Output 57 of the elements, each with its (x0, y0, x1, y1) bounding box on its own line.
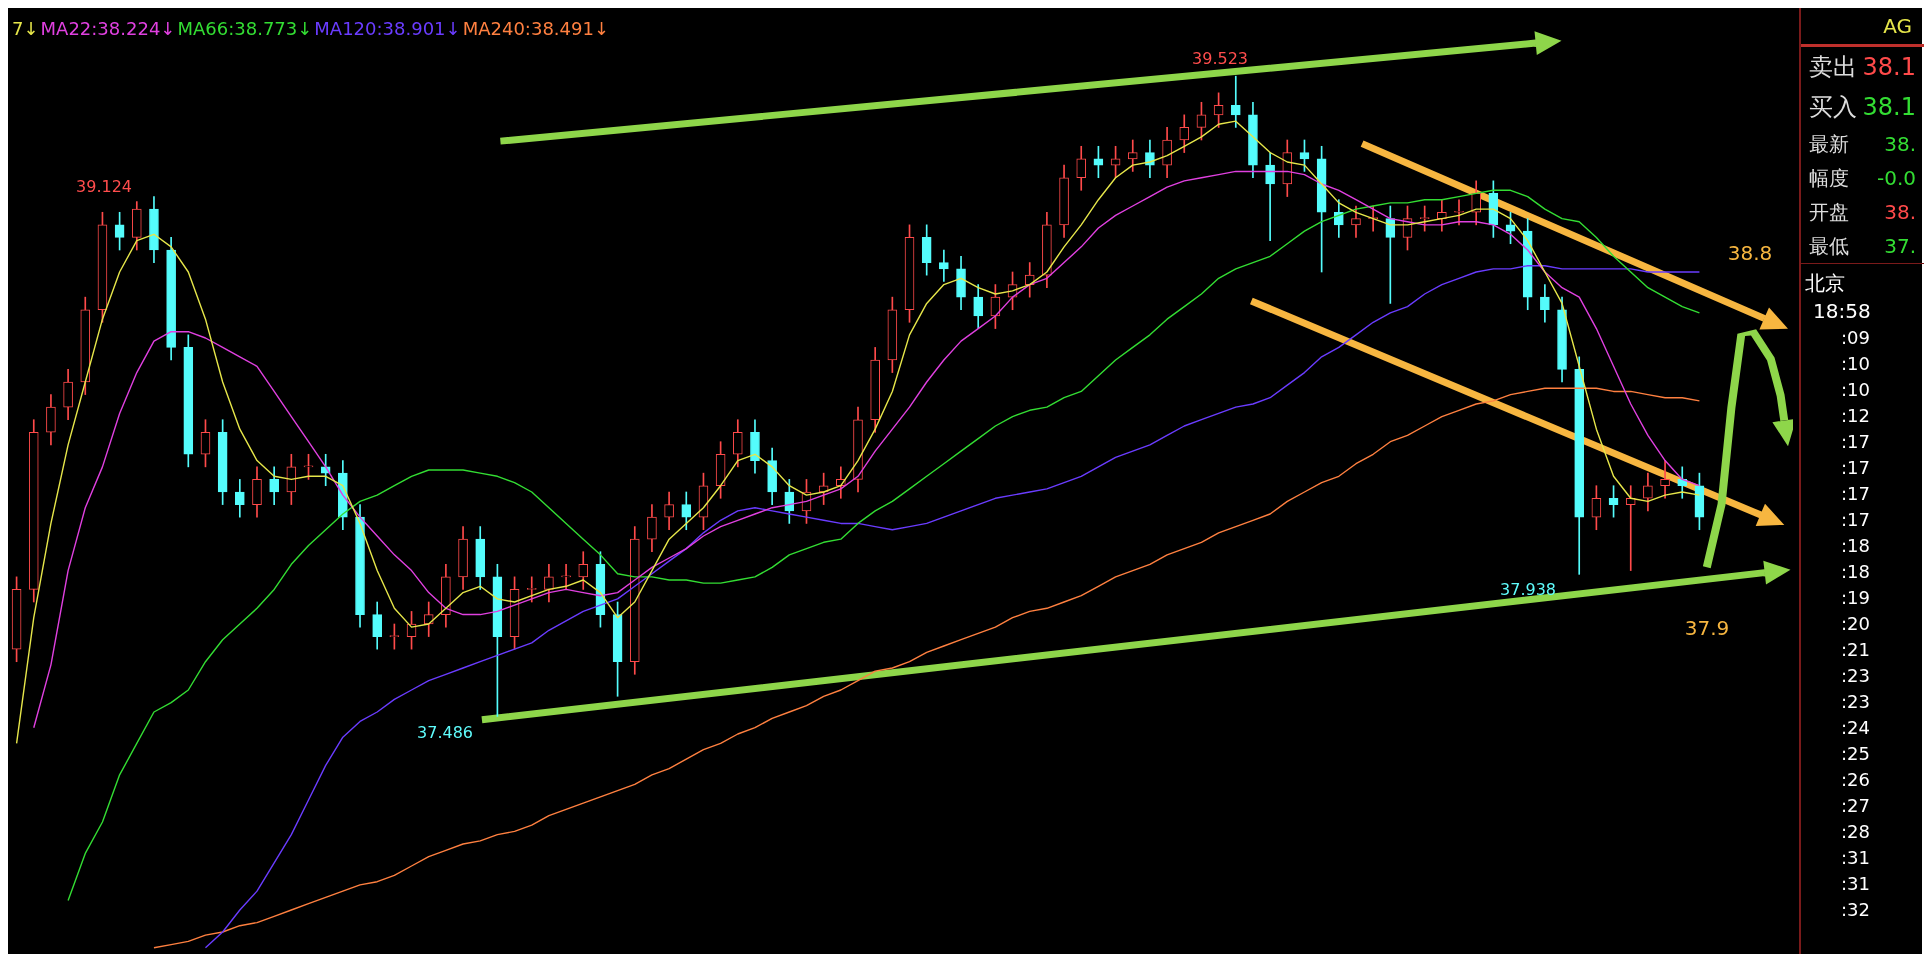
text: :21 (1840, 638, 1871, 662)
text: :24 (1840, 716, 1871, 740)
text: 38.1 (1862, 52, 1916, 83)
text: 7↓ (12, 18, 39, 39)
text: 幅度 (1809, 165, 1849, 192)
text: :09 (1840, 326, 1871, 350)
text: :10 (1840, 352, 1871, 376)
text: :31 (1840, 846, 1871, 870)
candlestick (561, 563, 571, 590)
text: MA66:38.773↓ (177, 18, 313, 39)
candlestick (1454, 199, 1464, 226)
annotation: 37.486 (417, 723, 473, 743)
text: :26 (1840, 768, 1871, 792)
annotation: 39.523 (1192, 49, 1248, 69)
text: MA120:38.901↓ (314, 18, 461, 39)
text: AG (1801, 8, 1924, 47)
text: :25 (1840, 742, 1871, 766)
text: MA22:38.224↓ (40, 18, 176, 39)
text: :18 (1840, 560, 1871, 584)
text: 38. (1884, 131, 1916, 158)
text: 北京 (1801, 263, 1924, 297)
candlestick (1385, 205, 1396, 304)
text: :17 (1840, 456, 1871, 480)
text: 38. (1884, 199, 1916, 226)
text: :17 (1840, 430, 1871, 454)
text: :19 (1840, 586, 1871, 610)
text: -0.0 (1876, 165, 1916, 192)
text: :18 (1840, 534, 1871, 558)
candlestick (1265, 152, 1275, 241)
candlestick (939, 249, 949, 282)
text: :10 (1840, 378, 1871, 402)
text: 卖出 (1809, 52, 1857, 83)
text: :23 (1840, 664, 1871, 688)
text: 37. (1884, 233, 1916, 260)
text: :20 (1840, 612, 1871, 636)
text: :27 (1840, 794, 1871, 818)
annotation: 39.124 (76, 177, 132, 197)
text: :17 (1840, 482, 1871, 506)
annotation: 37.938 (1500, 580, 1556, 600)
text: 最新 (1809, 131, 1849, 158)
candlestick (1660, 460, 1670, 499)
annotation: 37.9 (1684, 616, 1730, 641)
text: :32 (1840, 898, 1871, 922)
text: 开盘 (1809, 199, 1849, 226)
text: 38.8 (1727, 241, 1773, 266)
text: :23 (1840, 690, 1871, 714)
text: MA240:38.491↓ (462, 18, 610, 39)
text: 最低 (1809, 233, 1849, 260)
candlestick (1625, 485, 1636, 571)
text: :31 (1840, 872, 1871, 896)
text: 买入 (1809, 92, 1857, 123)
text: 18:58 (1812, 298, 1872, 325)
text: :17 (1840, 508, 1871, 532)
text: :12 (1840, 404, 1871, 428)
text: :28 (1840, 820, 1871, 844)
text: 38.1 (1862, 92, 1916, 123)
candlestick (1230, 75, 1241, 128)
